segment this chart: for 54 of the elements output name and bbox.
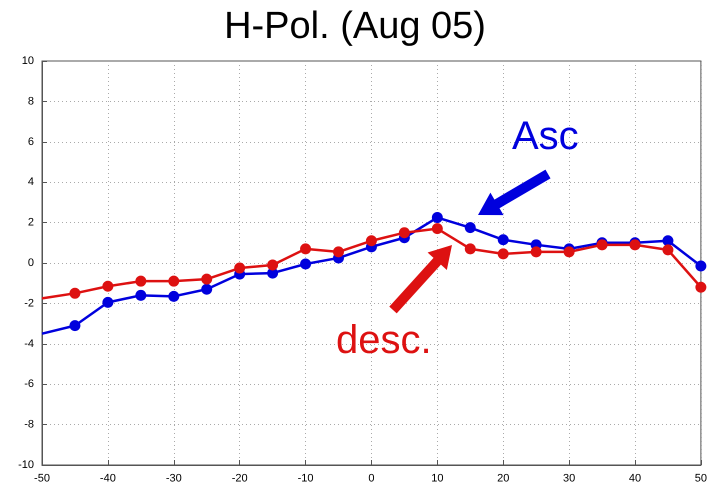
point <box>300 243 312 254</box>
x-tick-label: -30 <box>166 472 182 484</box>
y-tick-label: 4 <box>28 176 34 188</box>
y-tick-label: -10 <box>18 459 34 471</box>
point <box>201 274 212 285</box>
point <box>300 258 312 270</box>
point <box>234 262 246 274</box>
point <box>695 282 706 293</box>
point <box>662 244 674 256</box>
y-tick-label: 0 <box>28 257 34 269</box>
point <box>695 260 706 272</box>
y-tick-label: 2 <box>28 216 34 229</box>
point <box>267 260 278 271</box>
point <box>69 288 80 299</box>
point <box>201 284 212 295</box>
point <box>135 290 146 301</box>
point <box>432 223 443 234</box>
point <box>168 290 180 302</box>
point <box>398 227 410 238</box>
y-tick-label: -2 <box>24 297 34 310</box>
x-tick-label: -20 <box>232 472 248 484</box>
x-tick-label: 40 <box>628 472 642 484</box>
point <box>662 235 674 246</box>
point <box>135 276 146 287</box>
y-tick-label: -6 <box>24 378 34 390</box>
point <box>564 246 575 258</box>
point <box>366 235 377 246</box>
point <box>464 243 476 254</box>
point <box>69 320 80 332</box>
point <box>333 246 344 258</box>
point <box>464 222 476 234</box>
x-tick-label: -50 <box>34 472 50 484</box>
x-tick-label: -40 <box>100 472 116 484</box>
chart-title: H-Pol. (Aug 05) <box>224 5 486 47</box>
y-tick-label: 8 <box>28 95 34 108</box>
y-tick-label: -8 <box>24 418 34 431</box>
x-tick-label: 0 <box>368 472 375 484</box>
x-tick-label: 10 <box>431 472 444 484</box>
annotation: Asc <box>512 114 579 159</box>
y-tick-label: 10 <box>22 55 34 67</box>
point <box>102 296 114 308</box>
annotation: desc. <box>336 318 432 363</box>
point <box>530 246 542 258</box>
x-tick-label: 50 <box>694 472 708 484</box>
point <box>498 234 509 246</box>
y-tick-label: -4 <box>24 338 34 350</box>
point <box>102 280 114 292</box>
point <box>168 276 180 287</box>
point <box>498 248 509 260</box>
x-tick-label: 30 <box>562 472 576 484</box>
point <box>432 212 443 224</box>
y-tick-label: 6 <box>28 136 34 148</box>
x-tick-label: -10 <box>298 472 314 484</box>
x-tick-label: 20 <box>497 472 510 484</box>
